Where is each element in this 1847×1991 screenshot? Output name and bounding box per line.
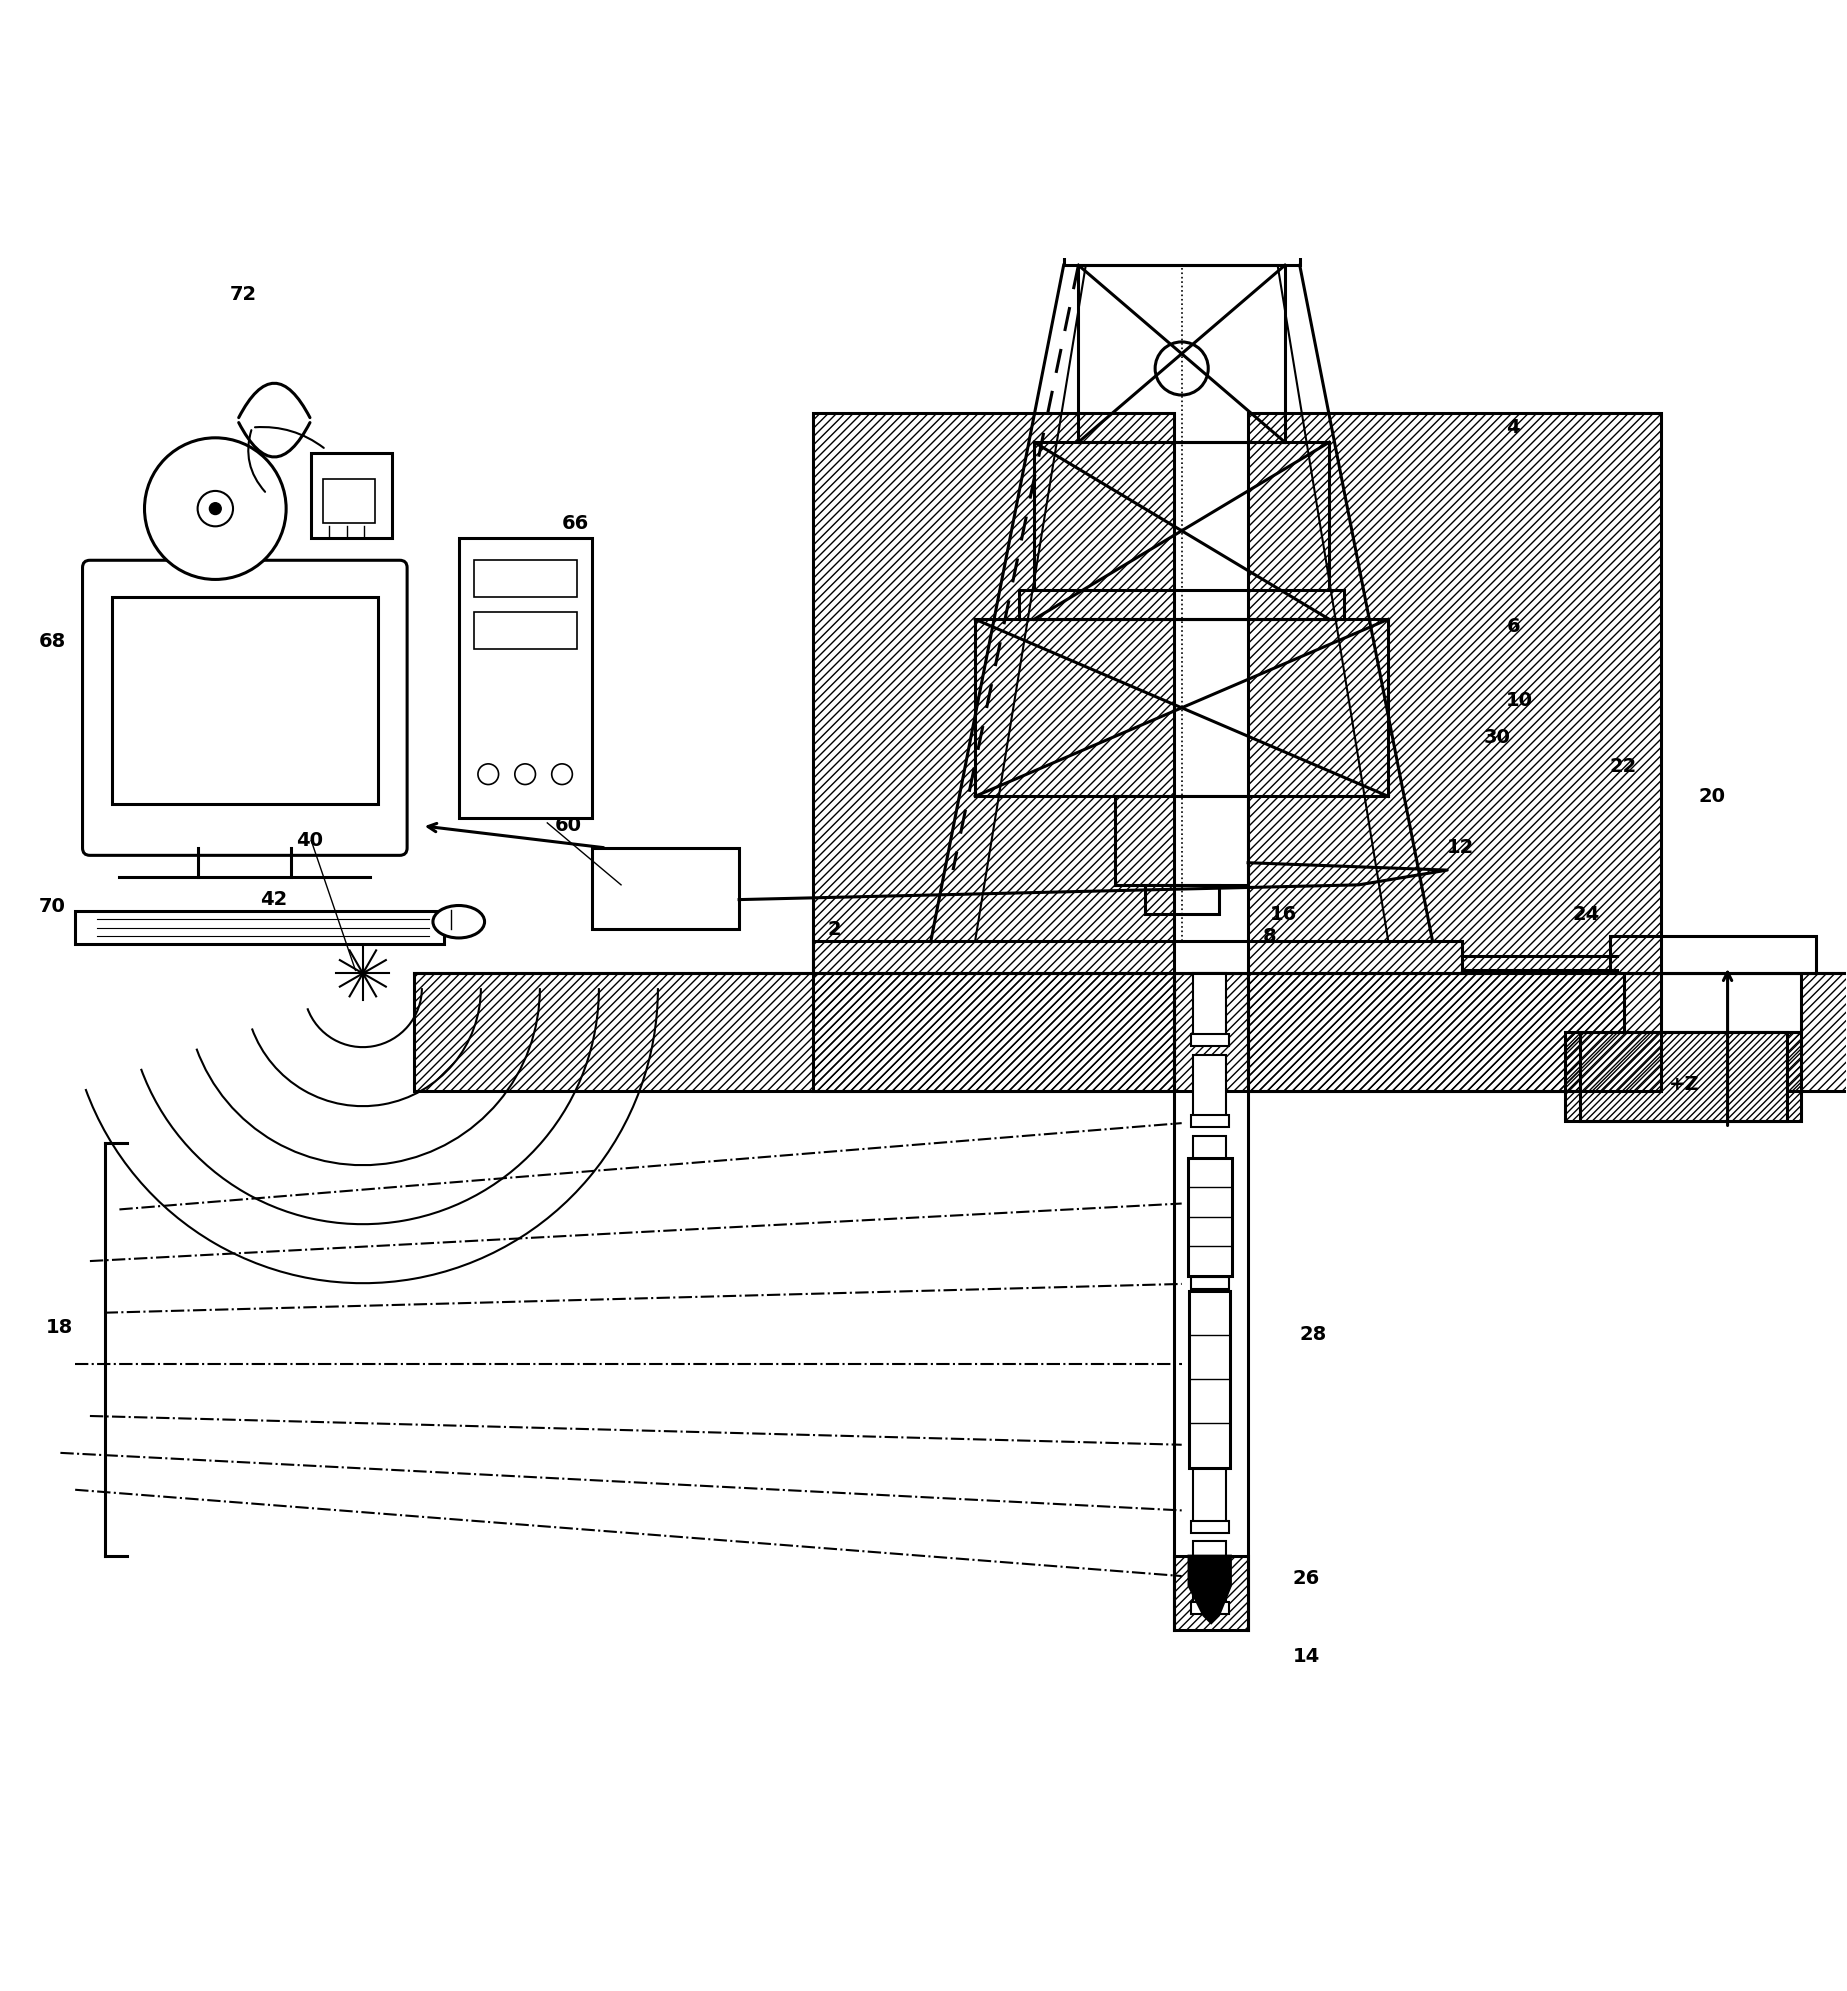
Text: 72: 72 <box>231 285 257 305</box>
Text: 60: 60 <box>554 816 582 836</box>
Bar <box>1193 974 1226 1039</box>
Bar <box>1193 1055 1226 1121</box>
Bar <box>813 412 1175 1091</box>
Bar <box>1564 1033 1801 1121</box>
Text: 40: 40 <box>297 830 323 850</box>
Bar <box>414 974 1847 1091</box>
Bar <box>1564 1033 1801 1121</box>
Text: 2: 2 <box>827 920 840 938</box>
Text: 18: 18 <box>46 1318 72 1338</box>
Circle shape <box>1154 342 1208 394</box>
Bar <box>1175 1557 1249 1631</box>
Bar <box>813 942 1463 974</box>
Bar <box>76 912 443 944</box>
Circle shape <box>209 502 222 514</box>
Text: 6: 6 <box>1507 617 1520 637</box>
Text: 4: 4 <box>1507 418 1520 436</box>
Bar <box>473 559 576 597</box>
Bar <box>1034 442 1330 619</box>
Bar <box>1624 974 1801 1033</box>
Bar <box>1175 1557 1249 1631</box>
Bar <box>1193 1459 1226 1527</box>
Text: 8: 8 <box>1263 928 1276 946</box>
Bar <box>1579 1033 1786 1121</box>
FancyArrowPatch shape <box>238 422 310 458</box>
Bar <box>1193 1541 1226 1609</box>
Circle shape <box>552 765 573 784</box>
Bar <box>813 412 1175 1091</box>
Bar <box>458 538 591 818</box>
Text: 16: 16 <box>1271 904 1297 924</box>
Ellipse shape <box>432 906 484 938</box>
Bar <box>1191 1521 1228 1533</box>
Bar <box>975 619 1389 796</box>
Text: 10: 10 <box>1507 691 1533 711</box>
Bar <box>1193 1135 1226 1203</box>
Bar <box>591 848 739 930</box>
Bar <box>1191 1439 1228 1451</box>
Bar <box>1145 884 1219 914</box>
Text: 28: 28 <box>1300 1326 1326 1344</box>
Bar <box>1191 1278 1228 1288</box>
Text: 66: 66 <box>561 514 589 534</box>
Bar <box>1193 1217 1226 1282</box>
Text: 70: 70 <box>39 898 65 916</box>
Bar <box>1020 589 1345 619</box>
Text: 12: 12 <box>1448 838 1474 858</box>
Text: +Z: +Z <box>1668 1075 1699 1093</box>
Bar <box>1191 1115 1228 1127</box>
Text: 22: 22 <box>1609 757 1636 776</box>
Bar <box>1101 201 1263 229</box>
Bar <box>1249 412 1660 1091</box>
Circle shape <box>198 492 233 526</box>
FancyArrowPatch shape <box>238 382 310 418</box>
Bar <box>1064 229 1300 265</box>
Text: 26: 26 <box>1293 1569 1319 1587</box>
Bar <box>1249 412 1660 1091</box>
Text: 24: 24 <box>1572 904 1600 924</box>
Text: 20: 20 <box>1697 786 1725 806</box>
FancyBboxPatch shape <box>83 559 406 856</box>
Bar <box>310 452 392 538</box>
Bar <box>113 597 377 804</box>
Bar <box>473 611 576 649</box>
Bar <box>1191 1197 1228 1209</box>
Bar <box>1191 1603 1228 1613</box>
Circle shape <box>515 765 536 784</box>
Bar <box>323 480 375 524</box>
Text: 30: 30 <box>1485 729 1511 747</box>
Polygon shape <box>1189 1557 1230 1623</box>
Bar <box>1116 796 1249 884</box>
Bar <box>1193 1380 1226 1445</box>
Bar <box>1079 265 1286 442</box>
Bar <box>1188 1159 1232 1276</box>
Bar <box>1189 1290 1230 1467</box>
Bar <box>1191 1358 1228 1370</box>
Circle shape <box>144 438 286 579</box>
Circle shape <box>478 765 499 784</box>
Text: 68: 68 <box>39 631 65 651</box>
Text: 14: 14 <box>1293 1647 1319 1666</box>
Bar <box>1191 1033 1228 1045</box>
Bar <box>1193 1298 1226 1364</box>
Text: 42: 42 <box>260 890 286 910</box>
Bar <box>1609 936 1816 974</box>
